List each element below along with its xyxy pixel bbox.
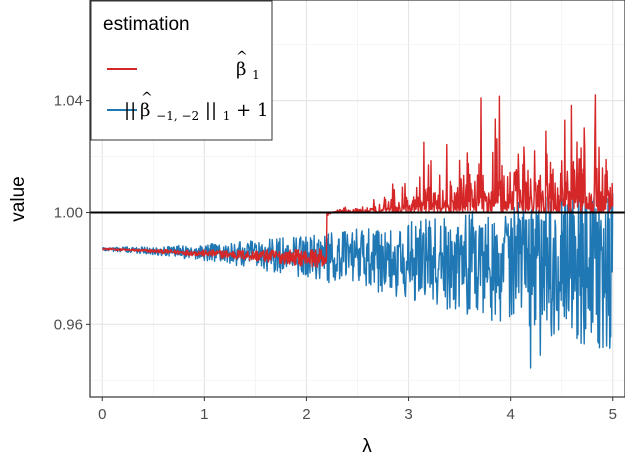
x-tick-label: 4: [506, 406, 514, 423]
legend-box: [90, 0, 273, 141]
legend-title: estimation: [103, 14, 190, 35]
legend-label-beta1: ^ β 1: [236, 45, 260, 82]
x-tick-label: 5: [609, 406, 617, 423]
legend-label-norm: || ^ β −1, −2 || 1 + 1: [124, 86, 268, 125]
x-tick-label: 1: [200, 406, 208, 423]
legend-hat-beta1: ^: [236, 49, 248, 65]
y-axis: 0.96 1.00 1.04: [54, 93, 90, 333]
legend-norm-subscript-1: 1: [223, 109, 231, 123]
series-line-norm: [101, 186, 614, 369]
x-axis-title: λ: [362, 436, 372, 457]
x-tick-label: 3: [404, 406, 412, 423]
legend-beta1-symbol: β: [236, 59, 246, 80]
legend-beta1-subscript: 1: [252, 68, 260, 82]
y-tick-label: 1.04: [54, 93, 83, 110]
legend-norm-plus-one: + 1: [236, 100, 268, 121]
legend: estimation ^ β 1 || ^ β −1, −2 || 1 + 1: [90, 0, 273, 141]
x-tick-label: 2: [302, 406, 310, 423]
y-tick-label: 0.96: [54, 316, 83, 333]
legend-norm-subscript: −1, −2: [156, 109, 199, 123]
legend-norm-bars-close: ||: [205, 100, 217, 121]
legend-norm-hat: ^: [141, 90, 153, 106]
panel-border: [89, 0, 625, 398]
y-axis-title: value: [8, 176, 29, 221]
x-tick-label: 0: [98, 406, 106, 423]
legend-norm-beta: β: [140, 100, 150, 121]
y-tick-label: 1.00: [54, 204, 83, 221]
legend-norm-bars-open: ||: [124, 100, 136, 121]
x-axis: 0 1 2 3 4 5: [98, 397, 617, 423]
